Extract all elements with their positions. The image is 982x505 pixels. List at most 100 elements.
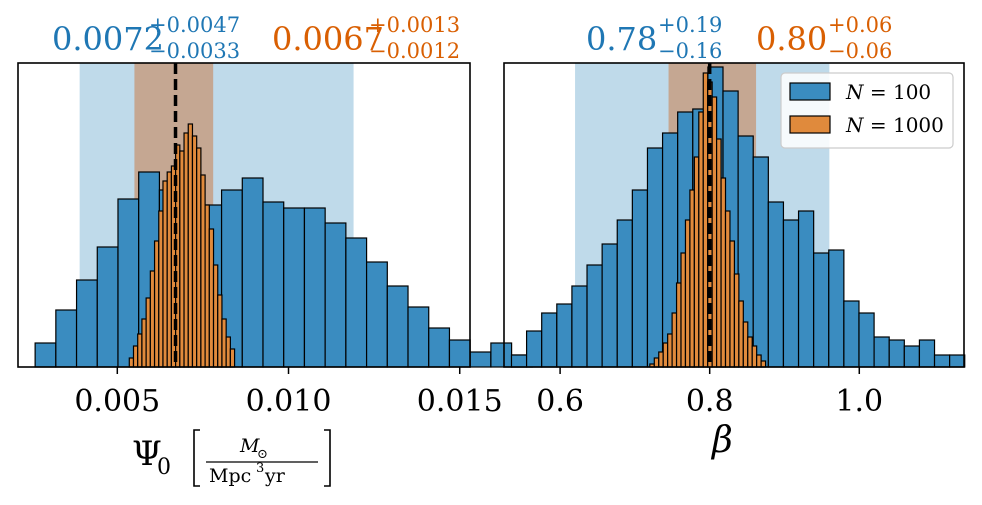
n100-plus: +0.19 [658,13,722,37]
n1000-bar [141,318,147,368]
n1000-bar [689,189,695,368]
mpc-text: Mpc [209,465,251,487]
x-tick-label: 0.010 [246,384,332,419]
n1000-bar [128,357,135,368]
n1000-bar [751,345,758,368]
n100-bar [469,351,492,368]
n100-bar [241,177,264,368]
n100-bar [345,237,368,368]
n100-bar [386,285,409,368]
legend-label-n1000: N = 1000 [845,113,944,137]
n100-bar [903,345,921,368]
n1000-bar [760,360,767,368]
n1000-bar [132,345,139,368]
n1000-bar [225,336,231,368]
n1000-bar [658,351,664,368]
n1000-bar [671,312,678,368]
x-tick-label: 0.8 [686,384,734,419]
n1000-bar [196,147,202,368]
n100-bar [34,342,57,368]
n1000-histogram [128,123,236,368]
n100-bar [303,207,326,368]
n1000-bar [711,96,718,368]
n1000-bar [153,240,160,368]
n100-minus: −0.0033 [149,39,240,63]
n100-bar [782,219,800,368]
n100-bar [556,303,573,368]
n1000-plus: +0.06 [828,13,892,37]
legend-label-n100: N = 100 [845,80,931,104]
n100-bar [646,147,664,368]
n1000-bar [680,252,687,368]
n1000-bar [187,123,194,368]
n100-bar [75,279,98,368]
n100-bar [949,354,966,368]
axes-frame [503,62,965,368]
n1000-minus: −0.06 [828,39,892,63]
mpc-exponent: 3 [256,461,264,476]
n1000-bar [653,357,660,368]
n1000-bar [698,111,704,368]
psi0-histogram-panel: 0.005 0.010 0.015 0.0072 +0.0047 −0.0033 0… [17,13,533,487]
n1000-bar [137,333,143,368]
left-bracket [193,429,200,487]
n1000-bar [229,348,236,368]
n1000-bar [183,132,189,368]
n1000-bar [145,297,151,368]
axes-frame [17,62,471,368]
n100-bar [752,156,769,368]
n1000-bar [208,228,215,368]
n100-bar [828,249,845,368]
x-tick-label: 0.005 [74,384,160,419]
legend-swatch-n1000 [789,115,831,134]
n1000-bar [724,210,731,368]
n100-bar [324,222,347,368]
n1000-bar [733,273,740,368]
n1000-bar [675,282,682,368]
x-ticks: 0.6 0.8 1.0 [536,367,883,419]
n100-bar [262,201,285,368]
n1000-bar [217,294,223,368]
n1000-bar [662,342,669,368]
psi0-axis-label: Ψ 0 M ⊙ Mpc 3 yr [132,429,331,487]
n100-bar [813,252,830,368]
n1000-bar [720,177,727,368]
beta-axis-label: β [710,420,733,461]
n1000-bar [693,156,700,368]
n100-bar [873,336,890,368]
n1000-bar [191,135,198,368]
n100-summary: 0.0072 [52,20,164,58]
n100-bar [888,339,905,368]
n100-bar [428,327,451,368]
n1000-bar [212,264,219,368]
right-bracket [324,429,331,487]
n100-bar [631,189,649,368]
n100-bar [365,261,388,368]
n100-bar [586,264,603,368]
n100-bar [571,285,588,368]
msun-subscript: ⊙ [257,447,268,462]
n1000-median: 0.80 [756,20,827,58]
n1000-bar [742,321,749,368]
n1000-bar [221,318,227,368]
psi-subscript: 0 [157,455,171,480]
n100-bar [933,354,951,368]
n1000-plus: +0.0013 [369,13,460,37]
yr-text: yr [264,465,286,487]
n100-median: 0.0072 [52,20,164,58]
n100-bar [96,246,119,368]
n1000-bar [162,180,168,368]
n100-bar [616,219,633,368]
n1000-bar [702,72,709,368]
n100-minus: −0.16 [658,39,722,63]
n100-plus: +0.0047 [149,13,240,37]
msun-symbol: M [239,435,260,457]
n100-bar [858,312,875,368]
n1000-bar [667,333,673,368]
n100-bar [767,201,785,368]
x-tick-label: 1.0 [835,384,883,419]
legend: N = 100 N = 1000 [780,72,954,149]
n100-bar [601,243,618,368]
n100-bar [918,339,936,368]
